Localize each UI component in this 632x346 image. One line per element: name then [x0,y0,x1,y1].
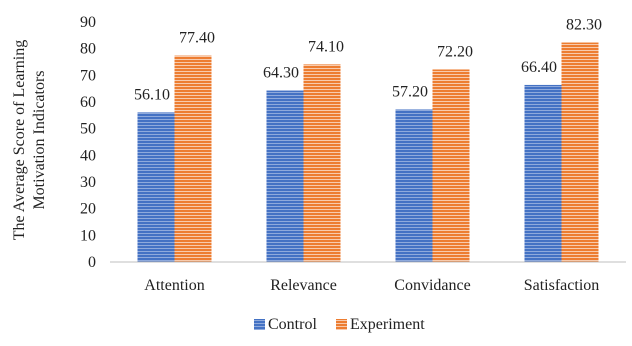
y-tick-label: 0 [88,254,96,271]
y-axis-ticks: 0 10 20 30 40 50 60 70 80 90 [80,14,96,271]
data-label-control-satisfaction: 66.40 [521,59,557,76]
y-tick-label: 10 [80,227,96,244]
legend-item-experiment: Experiment [336,316,425,333]
y-axis-title: The Average Score of Learning Motivation… [11,40,48,241]
bar-experiment-attention [174,55,212,262]
y-axis-title-line-2: Motivation Indicators [31,70,48,209]
legend-label-control: Control [268,316,317,333]
legend-swatch-experiment [336,319,347,330]
data-label-control-attention: 56.10 [134,86,170,103]
y-tick-label: 20 [80,201,96,218]
data-label-control-convidance: 57.20 [392,83,428,100]
data-label-experiment-attention: 77.40 [179,30,215,47]
x-tick-label-satisfaction: Satisfaction [524,277,600,294]
y-tick-label: 80 [80,41,96,58]
y-tick-label: 70 [80,67,96,84]
y-tick-label: 40 [80,147,96,164]
data-label-experiment-satisfaction: 82.30 [566,17,602,34]
y-tick-label: 50 [80,121,96,138]
bar-control-attention [137,112,175,263]
bar-experiment-relevance [303,64,341,263]
data-labels: 56.10 77.40 64.30 74.10 57.20 72.20 66.40 82.30 [134,17,602,104]
legend-label-experiment: Experiment [350,316,425,333]
y-axis-title-line-1: The Average Score of Learning [11,40,28,241]
x-tick-label-convidance: Convidance [394,277,470,294]
y-tick-label: 30 [80,174,96,191]
bar-control-satisfaction [524,84,562,262]
data-label-control-relevance: 64.30 [263,65,299,82]
legend-item-control: Control [254,316,317,333]
x-axis-tick-labels: Attention Relevance Convidance Satisfaction [144,277,599,294]
legend: Control Experiment [254,316,425,333]
bar-experiment-convidance [432,69,470,262]
x-tick-label-attention: Attention [144,277,204,294]
bar-control-relevance [266,90,304,263]
y-tick-label: 60 [80,94,96,111]
data-label-experiment-convidance: 72.20 [437,43,473,60]
bars [137,42,599,263]
bar-experiment-satisfaction [561,42,599,263]
data-label-experiment-relevance: 74.10 [308,38,344,55]
bar-control-convidance [395,109,433,262]
legend-swatch-control [254,319,265,330]
y-tick-label: 90 [80,14,96,31]
x-tick-label-relevance: Relevance [270,277,337,294]
